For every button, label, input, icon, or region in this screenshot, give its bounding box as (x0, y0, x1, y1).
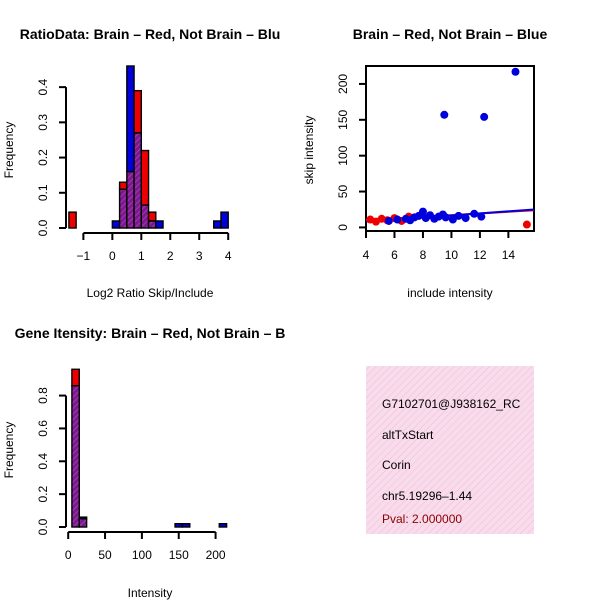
ratio-bar-brain (140, 149, 150, 206)
scatter-x-tick-label: 6 (391, 248, 398, 262)
ratio-y-tick-label: 0.3 (36, 114, 50, 131)
ratio-bar-not-brain (126, 65, 135, 173)
ratio-histogram-bars (68, 65, 229, 229)
ratio-histogram-axes: −1 0 1 2 3 4 0.0 0.1 0.2 0.3 0.4 (36, 78, 232, 263)
gene-intensity-y-tick-label: 0.6 (36, 420, 50, 437)
scatter-y-tick-label: 150 (336, 109, 350, 129)
ratio-bar-overlap (133, 132, 143, 229)
gene-intensity-x-tick-label: 150 (169, 548, 189, 562)
scatter-x-tick-label: 4 (363, 248, 370, 262)
intensity-scatter-panel: Brain – Red, Not Brain – Blue 4 6 8 10 12 14 0… (302, 26, 547, 300)
scatter-x-tick-label: 8 (420, 248, 427, 262)
scatter-point-not-brain (448, 215, 457, 224)
scatter-point-not-brain (454, 211, 463, 220)
scatter-point-not-brain (470, 209, 479, 218)
gene-intensity-bar-not-brain (181, 523, 191, 528)
ratio-bar-not-brain (111, 220, 121, 229)
gene-intensity-x-tick-label: 50 (98, 548, 112, 562)
info-pval: Pval: 2.000000 (382, 512, 462, 526)
gene-intensity-x-tick-label: 100 (132, 548, 152, 562)
gene-intensity-y-tick-label: 0.2 (36, 485, 50, 502)
scatter-point-not-brain (511, 67, 520, 76)
scatter-y-tick-label: 0 (336, 224, 350, 231)
ratio-bar-not-brain (155, 220, 164, 229)
gene-intensity-xlabel: Intensity (128, 586, 173, 600)
ratio-x-tick-label: 2 (167, 249, 174, 263)
info-gene-name: Corin (382, 458, 411, 472)
scatter-point-not-brain (477, 212, 486, 221)
gene-intensity-ylabel: Frequency (2, 422, 16, 479)
ratio-bar-brain (68, 211, 77, 229)
scatter-point-brain (522, 220, 531, 229)
ratio-bar-overlap (140, 204, 150, 229)
scatter-point-not-brain (461, 214, 470, 223)
gene-intensity-x-tick-label: 200 (206, 548, 226, 562)
ratio-histogram-xlabel: Log2 Ratio Skip/Include (87, 286, 214, 300)
scatter-y-tick-label: 200 (336, 74, 350, 94)
gene-intensity-y-tick-label: 0.8 (36, 387, 50, 404)
gene-intensity-bar-not-brain (218, 523, 228, 528)
scatter-point-not-brain (441, 213, 450, 222)
info-panel-background (366, 366, 534, 534)
ratio-bar-overlap (118, 188, 128, 229)
scatter-point-not-brain (480, 112, 489, 121)
scatter-x-tick-label: 12 (473, 248, 487, 262)
gene-intensity-bar-brain (71, 368, 80, 387)
ratio-y-tick-label: 0.0 (36, 219, 50, 236)
ratio-x-tick-label: 3 (196, 249, 203, 263)
scatter-points (366, 67, 531, 229)
ratio-bar-brain (147, 211, 157, 222)
scatter-point-not-brain (418, 207, 427, 216)
ratio-y-tick-label: 0.2 (36, 149, 50, 166)
gene-intensity-bar-not-brain (174, 523, 184, 528)
info-event-type: altTxStart (382, 428, 434, 442)
info-panel: G7102701@J938162_RC altTxStart Corin chr… (366, 366, 534, 534)
scatter-ylabel: skip intensity (302, 116, 316, 185)
ratio-bar-not-brain (220, 211, 229, 229)
ratio-histogram-panel: RatioData: Brain – Red, Not Brain – Blu … (2, 26, 280, 300)
ratio-x-tick-label: 1 (138, 249, 145, 263)
ratio-bar-brain (133, 89, 143, 134)
scatter-x-tick-label: 14 (502, 248, 516, 262)
ratio-y-tick-label: 0.4 (36, 78, 50, 95)
ratio-bar-overlap (126, 170, 135, 229)
info-location: chr5.19296–1.44 (382, 489, 472, 503)
ratio-x-tick-label: −1 (77, 249, 91, 263)
scatter-xlabel: include intensity (407, 286, 492, 300)
gene-intensity-histogram-panel: Gene Itensity: Brain – Red, Not Brain – … (2, 325, 285, 600)
ratio-x-tick-label: 4 (225, 249, 232, 263)
gene-intensity-title: Gene Itensity: Brain – Red, Not Brain – … (15, 325, 286, 341)
scatter-plot-box (365, 65, 535, 232)
scatter-title: Brain – Red, Not Brain – Blue (353, 26, 548, 42)
scatter-point-not-brain (393, 215, 402, 224)
gene-intensity-bar-overlap (71, 385, 80, 528)
ratio-histogram-ylabel: Frequency (2, 122, 16, 179)
ratio-y-tick-label: 0.1 (36, 184, 50, 201)
ratio-bar-not-brain (213, 220, 222, 229)
ratio-bar-overlap (147, 220, 157, 229)
ratio-bar-brain (118, 181, 128, 190)
info-gene-id: G7102701@J938162_RC (382, 397, 521, 411)
gene-intensity-bar-overlap (78, 518, 88, 528)
gene-intensity-axes: 0 50 100 150 200 0.0 0.2 0.4 0.6 0.8 (36, 387, 226, 562)
gene-intensity-y-tick-label: 0.0 (36, 518, 50, 535)
scatter-y-tick-label: 100 (336, 145, 350, 165)
scatter-y-tick-label: 50 (336, 185, 350, 199)
ratio-histogram-title: RatioData: Brain – Red, Not Brain – Blu (20, 26, 281, 42)
gene-intensity-x-tick-label: 0 (65, 548, 72, 562)
gene-intensity-bars (71, 368, 228, 528)
scatter-axes: 4 6 8 10 12 14 0 50 100 150 200 (336, 74, 515, 262)
gene-intensity-y-tick-label: 0.4 (36, 453, 50, 470)
scatter-x-tick-label: 10 (445, 248, 459, 262)
scatter-point-not-brain (440, 110, 449, 119)
ratio-x-tick-label: 0 (109, 249, 116, 263)
scatter-point-not-brain (384, 216, 393, 225)
